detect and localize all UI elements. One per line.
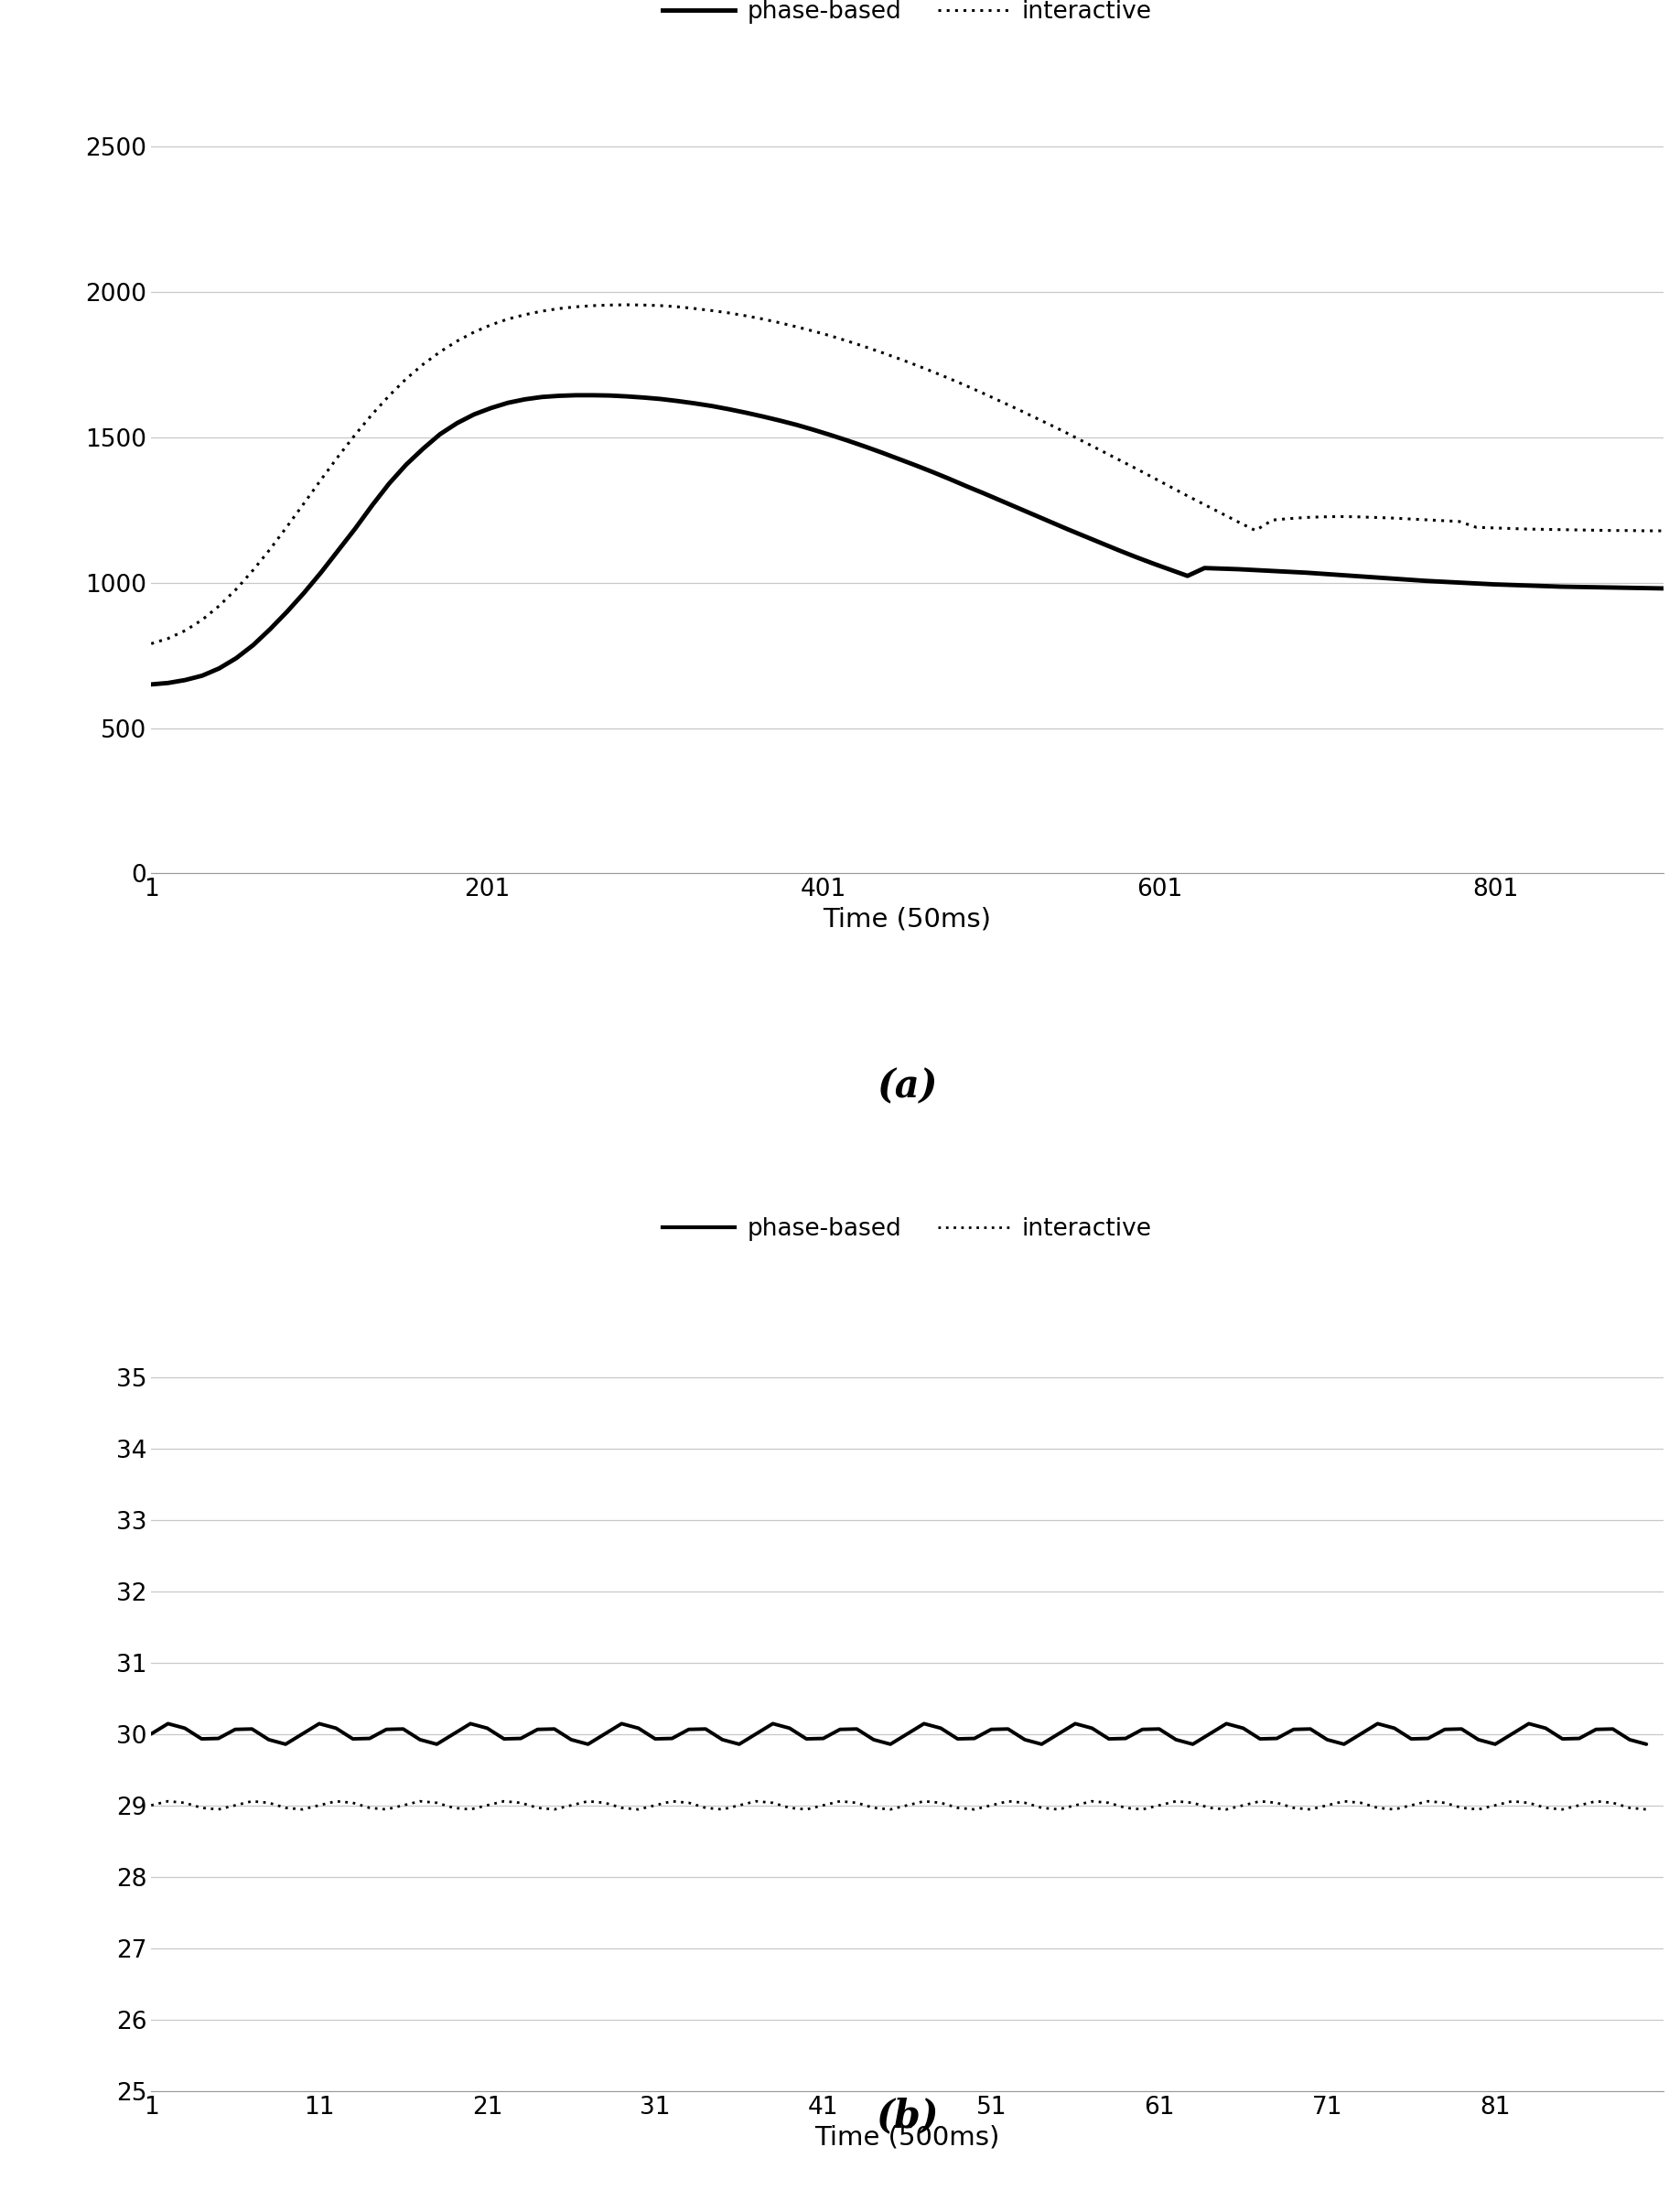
phase-based (1653, 574, 1673, 601)
Legend: phase-based, interactive: phase-based, interactive (654, 0, 1161, 33)
interactive (208, 1796, 228, 1822)
phase-based (1415, 568, 1435, 594)
phase-based (1216, 1710, 1236, 1737)
interactive (1603, 517, 1623, 544)
Text: (b): (b) (875, 2098, 939, 2135)
interactive (344, 423, 365, 449)
Line: interactive: interactive (151, 304, 1663, 643)
Line: phase-based: phase-based (151, 1723, 1646, 1743)
interactive (1450, 508, 1470, 535)
interactive (1452, 1794, 1472, 1820)
phase-based (1636, 1730, 1656, 1756)
interactive (1653, 517, 1673, 544)
phase-based (1603, 574, 1623, 601)
interactive (1418, 1787, 1438, 1814)
phase-based (141, 671, 161, 698)
X-axis label: Time (500ms): Time (500ms) (815, 2124, 1000, 2150)
interactive (1603, 1789, 1623, 1816)
Legend: phase-based, interactive: phase-based, interactive (654, 1208, 1161, 1250)
phase-based (617, 383, 637, 409)
phase-based (158, 1710, 178, 1737)
interactive (617, 291, 637, 317)
interactive (158, 1787, 178, 1814)
interactive (141, 629, 161, 656)
interactive (1211, 500, 1231, 526)
phase-based (276, 1730, 296, 1756)
phase-based (566, 383, 586, 409)
phase-based (141, 1721, 161, 1748)
phase-based (1603, 1717, 1623, 1743)
interactive (1636, 1796, 1656, 1822)
phase-based (628, 1715, 648, 1741)
interactive (628, 1796, 648, 1822)
phase-based (344, 515, 365, 541)
phase-based (1450, 570, 1470, 596)
interactive (1216, 1796, 1236, 1822)
Line: phase-based: phase-based (151, 396, 1663, 685)
interactive (376, 1796, 396, 1822)
phase-based (1452, 1717, 1472, 1743)
phase-based (1211, 555, 1231, 581)
Line: interactive: interactive (151, 1800, 1646, 1809)
phase-based (1418, 1726, 1438, 1752)
interactive (141, 1792, 161, 1818)
Text: (a): (a) (877, 1067, 937, 1105)
interactive (600, 293, 620, 319)
X-axis label: Time (50ms): Time (50ms) (823, 907, 991, 933)
interactive (1415, 506, 1435, 533)
phase-based (376, 1717, 396, 1743)
